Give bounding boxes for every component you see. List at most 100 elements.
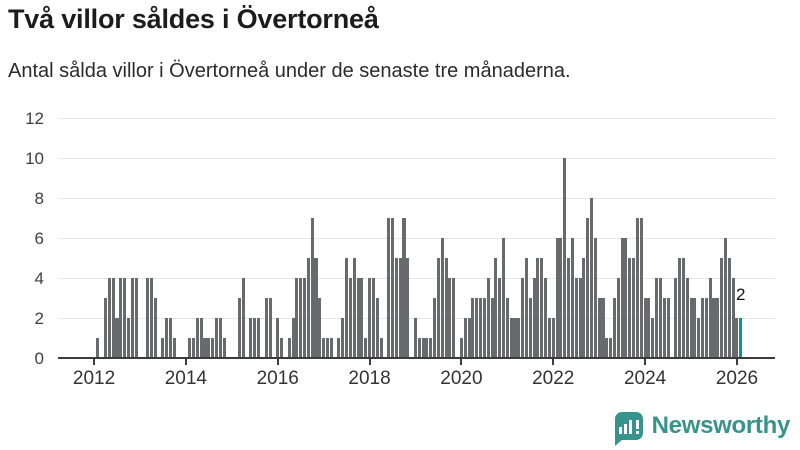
bar: [169, 318, 173, 358]
bar: [498, 278, 502, 358]
bar: [249, 318, 253, 358]
bar: [322, 338, 326, 358]
bar: [731, 278, 735, 358]
bar: [479, 298, 483, 358]
bar: [689, 298, 693, 358]
bar: [257, 318, 261, 358]
bar: [700, 298, 705, 358]
bar: [172, 338, 176, 358]
bar: [115, 318, 119, 358]
bar: [452, 278, 456, 358]
bar: [612, 298, 617, 358]
bar: [448, 278, 452, 358]
highlighted-bar: [739, 318, 743, 358]
bar: [486, 278, 490, 358]
bar: [444, 258, 448, 358]
bar: [199, 318, 203, 358]
bar: [590, 198, 594, 358]
bar: [123, 278, 127, 358]
bar: [563, 158, 567, 358]
bar: [716, 298, 720, 358]
gridline: [58, 278, 775, 279]
bar: [402, 218, 406, 358]
bar: [528, 298, 532, 358]
x-axis-tick-label: 2016: [256, 368, 299, 389]
bar: [406, 258, 410, 358]
bar: [302, 278, 307, 358]
bar: [578, 278, 582, 358]
x-axis-tick-label: 2012: [72, 368, 116, 389]
x-axis-tick-label: 2018: [348, 368, 391, 389]
y-axis-tick-label: 10: [25, 149, 44, 168]
bar: [662, 298, 666, 358]
bar: [517, 318, 521, 358]
bar: [276, 318, 280, 358]
bar: [253, 318, 257, 358]
newsworthy-wordmark: Newsworthy: [651, 412, 791, 439]
x-axis-tick-label: 2022: [532, 368, 575, 389]
bar: [712, 298, 716, 358]
y-axis-tick-label: 8: [34, 189, 44, 208]
bar: [325, 338, 329, 358]
y-axis-tick-label: 4: [34, 269, 44, 288]
bar: [524, 258, 528, 358]
x-axis-tick: [276, 359, 279, 365]
gridline: [58, 158, 775, 159]
bar: [651, 318, 655, 358]
bar: [329, 338, 333, 358]
gridline: [58, 118, 775, 119]
bar: [379, 338, 383, 358]
bar: [681, 258, 685, 358]
bar: [146, 278, 150, 358]
x-axis-tick: [552, 359, 555, 365]
bar: [429, 338, 433, 358]
x-axis-tick: [368, 359, 371, 365]
bar: [356, 278, 360, 358]
bar: [582, 258, 586, 358]
bar: [103, 298, 108, 358]
bar: [96, 338, 100, 358]
bar: [394, 258, 398, 358]
bar: [207, 338, 211, 358]
bar: [490, 298, 494, 358]
bar: [586, 218, 590, 358]
bar: [280, 338, 284, 358]
newsworthy-logo[interactable]: Newsworthy: [614, 412, 791, 446]
bar: [337, 338, 341, 358]
bar: [291, 318, 295, 358]
bar: [628, 258, 632, 358]
bar: [161, 338, 165, 358]
x-axis-tick: [735, 359, 738, 365]
bar: [509, 318, 513, 358]
bar: [295, 278, 299, 358]
y-axis-tick-label: 2: [34, 309, 44, 328]
bar: [609, 338, 613, 358]
bar: [521, 278, 525, 358]
bar-value-label: 2: [736, 285, 746, 304]
bar: [165, 318, 169, 358]
bar: [678, 258, 682, 358]
bar: [601, 298, 605, 358]
bar: [134, 278, 138, 358]
bar: [421, 338, 425, 358]
x-axis-tick: [93, 359, 96, 365]
bar: [264, 298, 268, 358]
bar: [459, 338, 463, 358]
bar: [425, 338, 429, 358]
bar: [597, 298, 601, 358]
bar: [655, 278, 659, 358]
bar: [299, 278, 303, 358]
y-axis-tick-label: 0: [34, 349, 44, 368]
page-title: Två villor såldes i Övertorneå: [8, 4, 379, 34]
bar: [735, 318, 739, 358]
bar: [632, 258, 636, 358]
bar: [360, 278, 364, 358]
bar: [635, 218, 639, 358]
bar: [666, 298, 670, 358]
bar: [192, 338, 196, 358]
bar: [348, 278, 352, 358]
bar: [723, 238, 727, 358]
bar: [310, 218, 314, 358]
bar: [371, 278, 375, 358]
